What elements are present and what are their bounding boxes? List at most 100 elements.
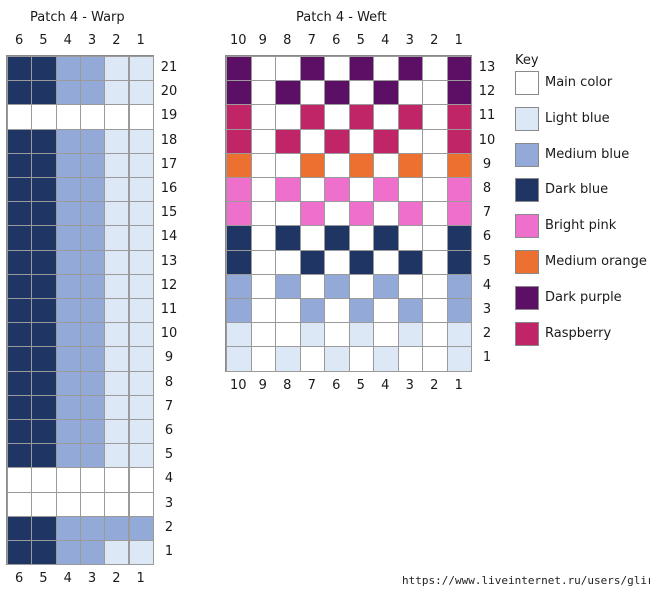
warp-cell xyxy=(104,540,130,566)
weft-column-label: 10 xyxy=(229,33,247,48)
warp-row-label: 9 xyxy=(164,350,174,366)
weft-cell xyxy=(348,225,374,251)
weft-cell xyxy=(422,249,448,275)
weft-column-label: 8 xyxy=(283,378,292,393)
weft-cell xyxy=(275,152,301,178)
warp-cell xyxy=(128,152,154,178)
weft-cell xyxy=(348,322,374,348)
warp-cell xyxy=(128,443,154,469)
warp-cell xyxy=(104,273,130,299)
weft-cell xyxy=(397,128,423,154)
warp-cell xyxy=(7,104,33,130)
warp-row-label: 12 xyxy=(160,277,178,293)
weft-cell xyxy=(373,346,399,372)
weft-column-label: 5 xyxy=(356,378,365,393)
warp-row-label: 21 xyxy=(160,60,178,75)
weft-cell xyxy=(422,177,448,203)
warp-row-label: 14 xyxy=(160,229,178,245)
weft-cell xyxy=(250,346,276,372)
warp-row-label: 13 xyxy=(160,253,178,269)
warp-row-label: 19 xyxy=(160,108,178,124)
warp-cell xyxy=(55,443,81,469)
weft-cell xyxy=(324,104,350,130)
weft-grid xyxy=(225,55,472,372)
warp-cell xyxy=(7,419,33,445)
warp-column-label: 3 xyxy=(87,571,97,586)
warp-cell xyxy=(55,225,81,251)
weft-cell xyxy=(348,201,374,227)
key-label: Raspberry xyxy=(545,325,612,341)
weft-cell xyxy=(373,273,399,299)
warp-cell xyxy=(79,273,106,299)
warp-column-label: 4 xyxy=(63,33,72,48)
key-swatch xyxy=(515,71,539,95)
warp-cell xyxy=(55,249,81,275)
weft-cell xyxy=(324,56,350,82)
weft-cell xyxy=(446,346,472,372)
warp-row-label: 8 xyxy=(164,374,174,390)
weft-cell xyxy=(348,298,374,324)
warp-cell xyxy=(104,515,130,541)
warp-cell xyxy=(7,201,33,227)
weft-cell xyxy=(446,225,472,251)
weft-cell xyxy=(299,177,325,203)
weft-row-label: 10 xyxy=(478,132,496,148)
weft-cell xyxy=(324,152,350,178)
weft-cell xyxy=(422,273,448,299)
warp-cell xyxy=(31,273,57,299)
weft-cell xyxy=(397,80,423,106)
weft-cell xyxy=(422,298,448,324)
warp-cell xyxy=(55,298,81,324)
weft-cell xyxy=(226,225,252,251)
weft-cell xyxy=(324,225,350,251)
warp-cell xyxy=(128,225,154,251)
weft-cell xyxy=(422,80,448,106)
warp-row-label: 20 xyxy=(160,84,178,100)
weft-cell xyxy=(299,56,325,82)
warp-cell xyxy=(31,152,57,178)
weft-cell xyxy=(324,177,350,203)
weft-cell xyxy=(373,201,399,227)
weft-cell xyxy=(324,298,350,324)
warp-cell xyxy=(55,80,81,106)
warp-cell xyxy=(55,273,81,299)
weft-cell xyxy=(397,298,423,324)
weft-cell xyxy=(422,128,448,154)
warp-cell xyxy=(7,249,33,275)
warp-cell xyxy=(55,104,81,130)
warp-cell xyxy=(55,177,81,203)
weft-cell xyxy=(250,80,276,106)
weft-column-label: 3 xyxy=(405,378,414,393)
warp-row-label: 10 xyxy=(160,326,178,342)
warp-cell xyxy=(31,491,57,517)
weft-row-label: 13 xyxy=(478,60,496,75)
weft-cell xyxy=(373,322,399,348)
warp-cell xyxy=(79,152,106,178)
weft-cell xyxy=(250,273,276,299)
warp-row-label: 18 xyxy=(160,132,178,148)
weft-row-label: 3 xyxy=(482,302,492,317)
warp-cell xyxy=(7,491,33,517)
warp-row-label: 4 xyxy=(164,471,174,487)
weft-cell xyxy=(324,201,350,227)
weft-cell xyxy=(422,201,448,227)
weft-cell xyxy=(348,80,374,106)
weft-column-label: 10 xyxy=(229,378,247,393)
weft-cell xyxy=(250,249,276,275)
weft-cell xyxy=(348,346,374,372)
warp-cell xyxy=(79,249,106,275)
weft-cell xyxy=(348,249,374,275)
warp-column-label: 1 xyxy=(136,571,145,586)
warp-cell xyxy=(128,419,154,445)
weft-cell xyxy=(422,152,448,178)
weft-cell xyxy=(422,322,448,348)
key-title: Key xyxy=(515,53,539,68)
weft-cell xyxy=(324,322,350,348)
warp-cell xyxy=(79,491,106,517)
weft-column-label: 1 xyxy=(454,33,463,48)
weft-cell xyxy=(226,273,252,299)
weft-cell xyxy=(422,225,448,251)
weft-cell xyxy=(348,128,374,154)
weft-cell xyxy=(422,346,448,372)
weft-cell xyxy=(446,322,472,348)
